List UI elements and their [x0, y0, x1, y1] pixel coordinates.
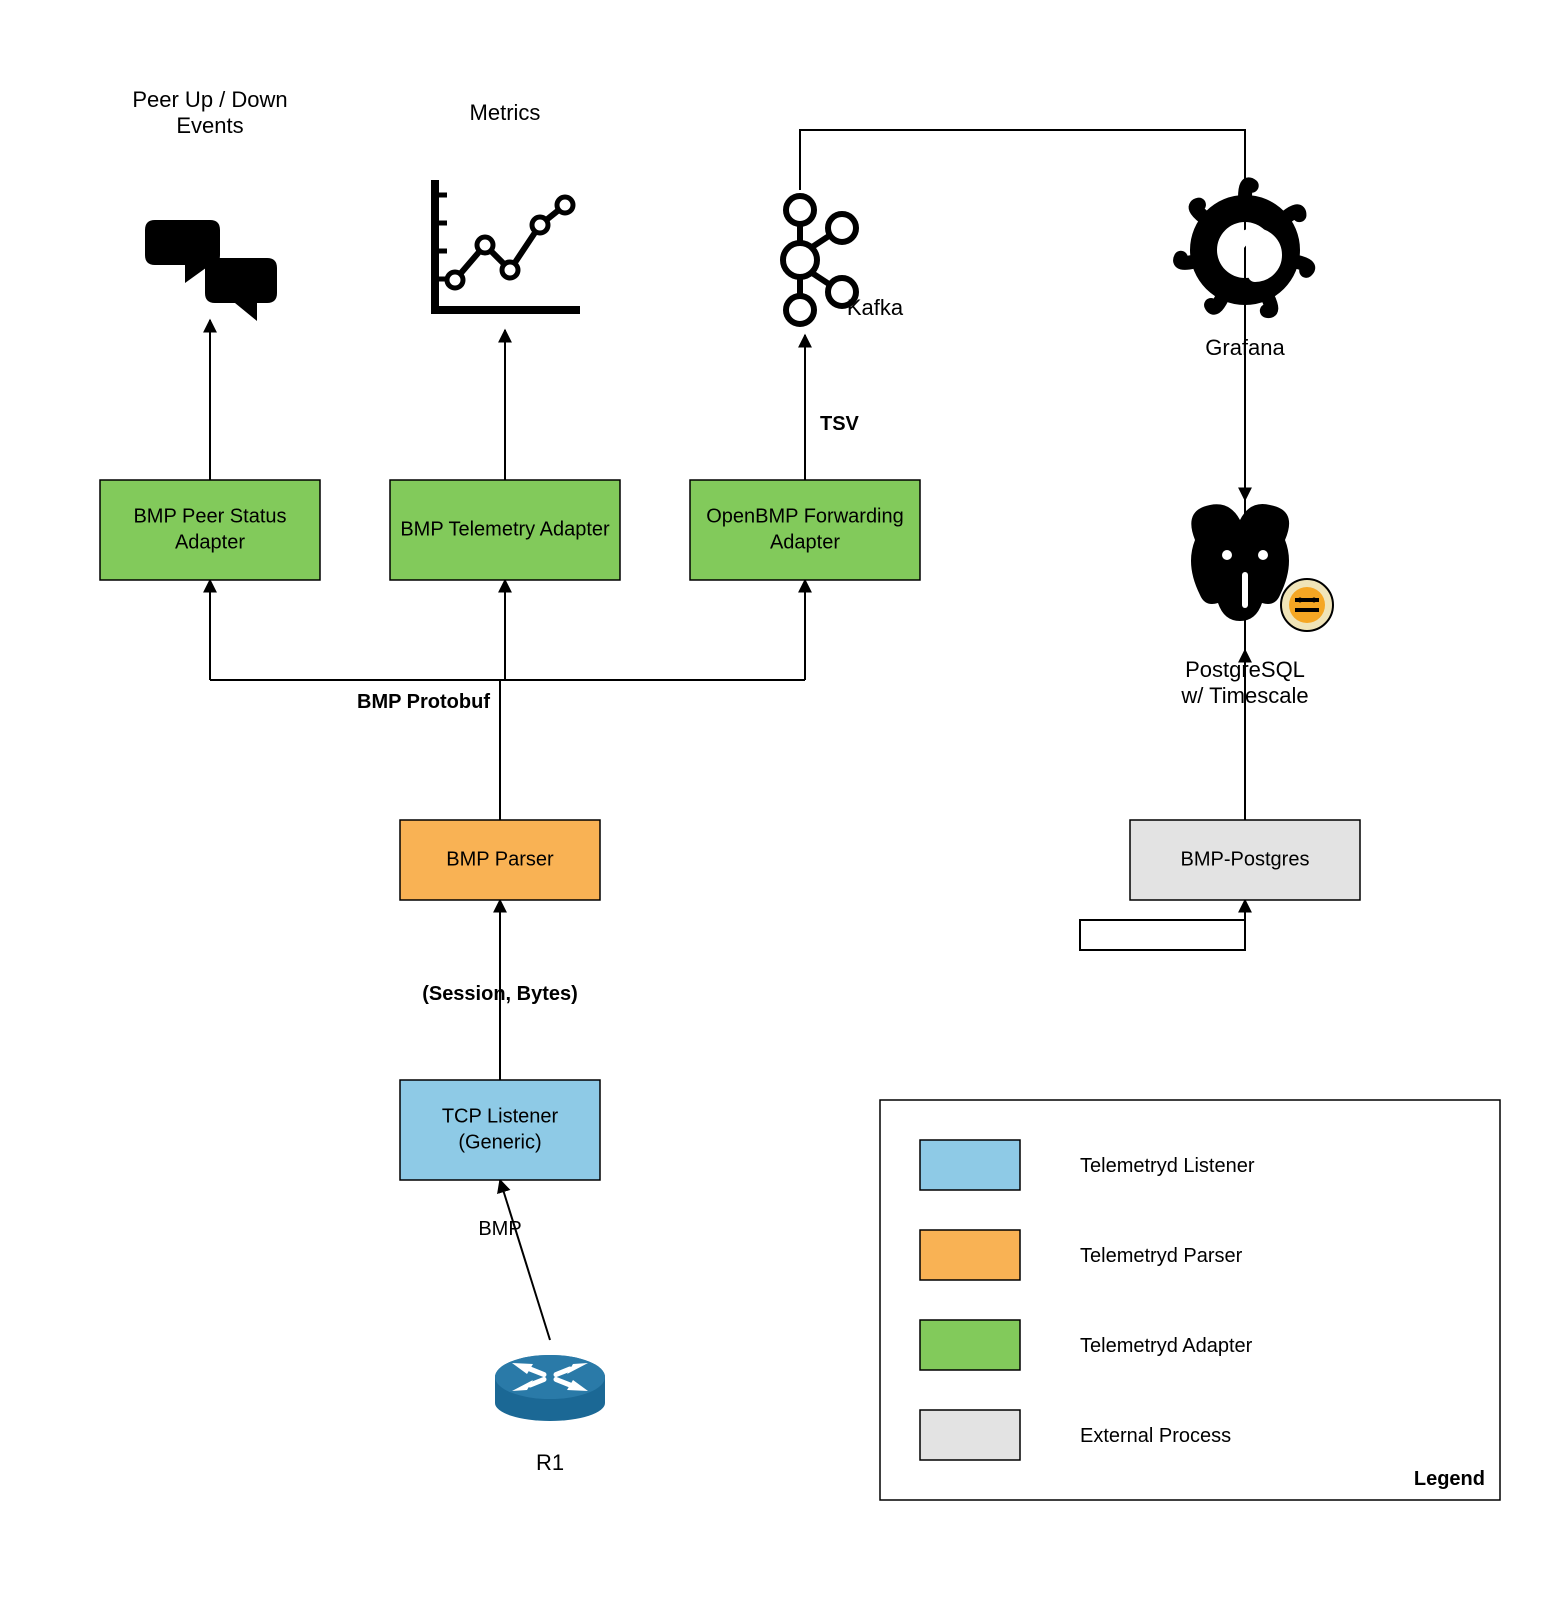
legend-swatch: [920, 1410, 1020, 1460]
svg-text:w/ Timescale: w/ Timescale: [1180, 683, 1308, 708]
svg-text:Adapter: Adapter: [175, 531, 245, 553]
kafka-icon: [783, 196, 856, 324]
svg-text:R1: R1: [536, 1450, 564, 1475]
grafana-icon: [1180, 184, 1308, 311]
svg-text:BMP Protobuf: BMP Protobuf: [357, 691, 490, 713]
legend-swatch: [920, 1230, 1020, 1280]
svg-text:Grafana: Grafana: [1205, 335, 1285, 360]
svg-text:Metrics: Metrics: [470, 100, 541, 125]
svg-text:BMP: BMP: [478, 1218, 521, 1240]
svg-text:(Generic): (Generic): [458, 1131, 541, 1153]
legend-swatch: [920, 1320, 1020, 1370]
svg-text:Peer Up / Down: Peer Up / Down: [132, 87, 287, 112]
peer-events-icon: [145, 220, 277, 321]
svg-text:TSV: TSV: [820, 413, 860, 435]
svg-text:BMP-Postgres: BMP-Postgres: [1181, 848, 1310, 870]
postgres-icon: [1191, 504, 1333, 631]
router-icon: [495, 1355, 605, 1421]
flow-diagram: BMP (Session, Bytes) BMP Protobuf TSV TCP Li…: [0, 0, 1548, 1600]
svg-text:BMP Parser: BMP Parser: [446, 848, 554, 870]
legend-label: External Process: [1080, 1425, 1231, 1447]
node-peer-status-adapter: [100, 480, 320, 580]
svg-text:(Session, Bytes): (Session, Bytes): [422, 983, 578, 1005]
svg-text:BMP Peer Status: BMP Peer Status: [133, 505, 286, 527]
node-tcp-listener: [400, 1080, 600, 1180]
legend-swatch: [920, 1140, 1020, 1190]
svg-text:Adapter: Adapter: [770, 531, 840, 553]
svg-text:PostgreSQL: PostgreSQL: [1185, 657, 1305, 682]
legend: Telemetryd Listener Telemetryd Parser Tele…: [880, 1100, 1500, 1500]
svg-text:Events: Events: [176, 113, 243, 138]
svg-text:TCP Listener: TCP Listener: [442, 1105, 559, 1127]
node-openbmp-adapter: [690, 480, 920, 580]
svg-text:BMP Telemetry Adapter: BMP Telemetry Adapter: [400, 518, 610, 540]
svg-text:OpenBMP Forwarding: OpenBMP Forwarding: [706, 505, 904, 527]
metrics-icon: [435, 180, 580, 310]
svg-text:Kafka: Kafka: [847, 295, 904, 320]
legend-label: Telemetryd Listener: [1080, 1155, 1255, 1177]
legend-label: Telemetryd Parser: [1080, 1245, 1243, 1267]
legend-label: Telemetryd Adapter: [1080, 1335, 1253, 1357]
legend-title: Legend: [1414, 1468, 1485, 1490]
